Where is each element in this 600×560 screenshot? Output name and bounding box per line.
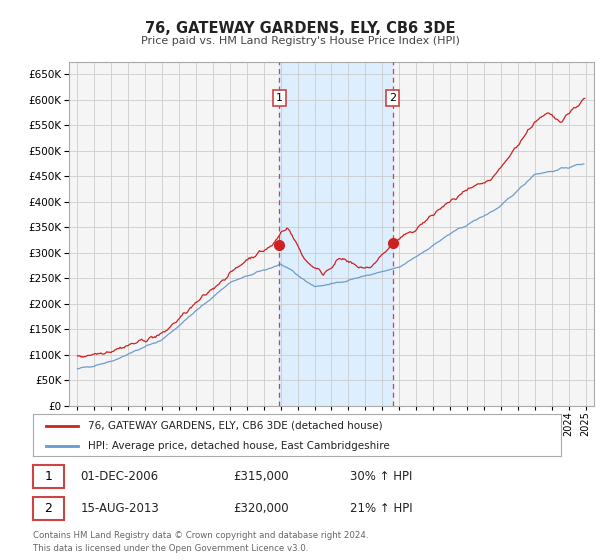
Bar — [280, 62, 393, 406]
Text: This data is licensed under the Open Government Licence v3.0.: This data is licensed under the Open Gov… — [33, 544, 308, 553]
Text: £320,000: £320,000 — [233, 502, 289, 515]
FancyBboxPatch shape — [33, 497, 64, 520]
Text: 30% ↑ HPI: 30% ↑ HPI — [350, 470, 412, 483]
Text: 76, GATEWAY GARDENS, ELY, CB6 3DE (detached house): 76, GATEWAY GARDENS, ELY, CB6 3DE (detac… — [88, 421, 383, 431]
Text: 01-DEC-2006: 01-DEC-2006 — [80, 470, 158, 483]
Text: 2: 2 — [44, 502, 52, 515]
Text: 76, GATEWAY GARDENS, ELY, CB6 3DE: 76, GATEWAY GARDENS, ELY, CB6 3DE — [145, 21, 455, 36]
Text: Contains HM Land Registry data © Crown copyright and database right 2024.: Contains HM Land Registry data © Crown c… — [33, 531, 368, 540]
Text: 1: 1 — [44, 470, 52, 483]
FancyBboxPatch shape — [33, 465, 64, 488]
Text: 21% ↑ HPI: 21% ↑ HPI — [350, 502, 412, 515]
Text: 15-AUG-2013: 15-AUG-2013 — [80, 502, 159, 515]
Text: 2: 2 — [389, 93, 397, 103]
Text: £315,000: £315,000 — [233, 470, 289, 483]
Text: Price paid vs. HM Land Registry's House Price Index (HPI): Price paid vs. HM Land Registry's House … — [140, 36, 460, 46]
Text: HPI: Average price, detached house, East Cambridgeshire: HPI: Average price, detached house, East… — [88, 441, 390, 451]
Text: 1: 1 — [276, 93, 283, 103]
